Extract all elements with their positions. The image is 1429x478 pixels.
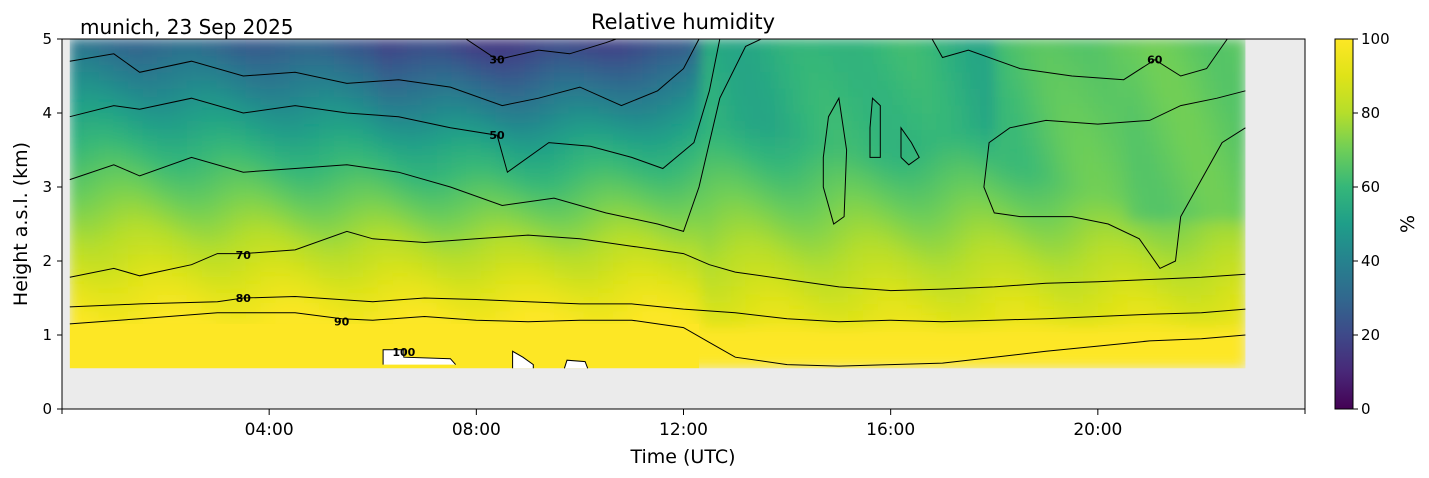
contour-60-7 [869, 97, 881, 158]
y-tick-label: 2 [42, 252, 52, 270]
contour-60-6 [822, 96, 848, 225]
contour-100-12 [382, 349, 456, 365]
colorbar-tick-label: 60 [1361, 178, 1380, 196]
contour-80-1 [69, 295, 1246, 323]
x-tick-label: 08:00 [452, 420, 501, 440]
y-tick-label: 5 [42, 30, 52, 48]
y-axis-label: Height a.s.l. (km) [10, 142, 32, 306]
y-tick-label: 0 [42, 400, 52, 418]
contour-label-50: 50 [489, 129, 505, 142]
contour-label-60: 60 [1147, 54, 1163, 67]
contour-label-90: 90 [334, 316, 350, 329]
saturated-pocket [383, 349, 456, 365]
contour-60-3 [69, 39, 762, 233]
location-date-label: munich, 23 Sep 2025 [80, 15, 294, 39]
contour-label-30: 30 [489, 54, 505, 67]
x-tick-label: 16:00 [866, 420, 915, 440]
x-tick-label: 20:00 [1073, 420, 1122, 440]
colorbar-tick-label: 40 [1361, 252, 1380, 270]
contour-90-0 [69, 312, 1246, 367]
contour-60-5 [983, 90, 1246, 270]
y-tick-label: 3 [42, 178, 52, 196]
contour-100-13 [512, 350, 534, 369]
no-data-left [62, 39, 70, 409]
x-tick-label: 04:00 [245, 420, 294, 440]
colorbar-tick-label: 100 [1361, 30, 1390, 48]
y-tick-label: 4 [42, 104, 52, 122]
chart-title: Relative humidity [591, 10, 775, 34]
x-tick-label: 12:00 [659, 420, 708, 440]
contour-label-100: 100 [392, 346, 415, 359]
saturated-pocket [512, 351, 534, 369]
no-data-right [1245, 39, 1305, 409]
contour-30-11 [465, 39, 617, 61]
contour-40-10 [69, 39, 700, 107]
contour-100-14 [563, 359, 589, 369]
colorbar-ticks: 0 20 40 60 80 100 [1353, 30, 1390, 418]
humidity-field [62, 39, 1305, 409]
colorbar-label: % [1397, 215, 1419, 233]
contour-50-9 [69, 39, 721, 174]
contour-labels: 90 80 70 60 50 30 100 [236, 54, 1163, 359]
contour-lines [69, 39, 1246, 369]
y-tick-label: 1 [42, 326, 52, 344]
colorbar-tick-label: 0 [1361, 400, 1371, 418]
colorbar-tick-label: 20 [1361, 326, 1380, 344]
contour-70-2 [69, 230, 1246, 292]
colorbar-tick-label: 80 [1361, 104, 1380, 122]
x-axis: 04:00 08:00 12:00 16:00 20:00 [61, 409, 1306, 440]
y-axis: 0 1 2 3 4 5 [42, 30, 62, 418]
contour-60-8 [900, 126, 920, 166]
saturated-pocket [564, 360, 588, 369]
contour-60-4 [931, 39, 1228, 81]
no-data-bottom [62, 368, 1305, 409]
colorbar [1334, 38, 1354, 410]
contour-label-70: 70 [236, 249, 252, 262]
x-axis-label: Time (UTC) [629, 446, 735, 468]
contour-label-80: 80 [236, 292, 252, 305]
